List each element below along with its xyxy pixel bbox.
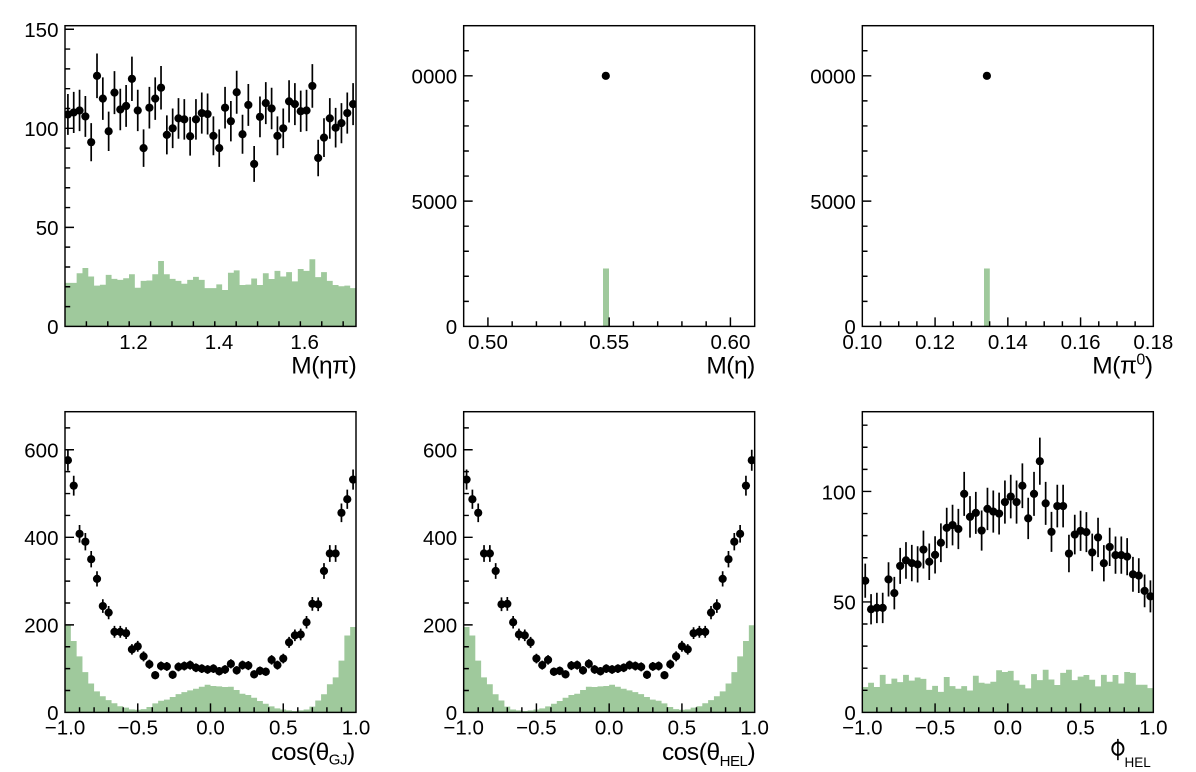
- svg-text:400: 400: [423, 527, 457, 550]
- svg-text:0: 0: [47, 316, 58, 339]
- svg-text:200: 200: [423, 615, 457, 638]
- svg-text:0.55: 0.55: [589, 331, 629, 354]
- svg-text:0.14: 0.14: [988, 331, 1028, 354]
- svg-text:0: 0: [844, 702, 855, 725]
- svg-text:M(η): M(η): [706, 353, 755, 380]
- svg-text:0.10: 0.10: [842, 331, 882, 354]
- svg-text:0.50: 0.50: [468, 331, 508, 354]
- svg-text:0: 0: [446, 702, 457, 725]
- svg-text:0.0: 0.0: [196, 717, 225, 740]
- svg-text:200: 200: [24, 615, 58, 638]
- svg-text:0000: 0000: [412, 66, 458, 89]
- svg-text:1.0: 1.0: [1139, 717, 1168, 740]
- svg-text:150: 150: [24, 19, 58, 42]
- svg-text:50: 50: [36, 217, 59, 240]
- svg-text:5000: 5000: [810, 191, 856, 214]
- svg-text:−1.0: −1.0: [45, 717, 85, 740]
- svg-text:1.6: 1.6: [290, 331, 319, 354]
- svg-text:0.12: 0.12: [915, 331, 955, 354]
- svg-text:1.0: 1.0: [740, 717, 769, 740]
- svg-text:1.4: 1.4: [205, 331, 234, 354]
- svg-text:HEL: HEL: [1125, 755, 1152, 770]
- svg-text:−0.5: −0.5: [516, 717, 556, 740]
- svg-text:0.0: 0.0: [595, 717, 624, 740]
- svg-text:0.60: 0.60: [710, 331, 750, 354]
- svg-text:100: 100: [822, 481, 856, 504]
- svg-text:0: 0: [446, 316, 457, 339]
- svg-text:−0.5: −0.5: [118, 717, 158, 740]
- svg-text:M(ηπ): M(ηπ): [291, 353, 356, 380]
- svg-text:600: 600: [24, 440, 58, 463]
- svg-text:0: 0: [47, 702, 58, 725]
- svg-text:600: 600: [423, 440, 457, 463]
- svg-text:5000: 5000: [412, 191, 458, 214]
- svg-text:0: 0: [844, 316, 855, 339]
- svg-text:0.18: 0.18: [1133, 331, 1173, 354]
- svg-text:0.16: 0.16: [1061, 331, 1101, 354]
- svg-text:0.5: 0.5: [668, 717, 697, 740]
- svg-text:100: 100: [24, 118, 58, 141]
- svg-text:1.2: 1.2: [119, 331, 148, 354]
- svg-text:0000: 0000: [810, 66, 856, 89]
- svg-text:1.0: 1.0: [342, 717, 371, 740]
- svg-text:0.0: 0.0: [994, 717, 1023, 740]
- svg-text:0.5: 0.5: [1066, 717, 1095, 740]
- svg-text:0.5: 0.5: [269, 717, 298, 740]
- svg-text:50: 50: [833, 592, 856, 615]
- svg-text:400: 400: [24, 527, 58, 550]
- svg-text:−0.5: −0.5: [915, 717, 955, 740]
- svg-text:−1.0: −1.0: [842, 717, 882, 740]
- svg-text:−1.0: −1.0: [443, 717, 483, 740]
